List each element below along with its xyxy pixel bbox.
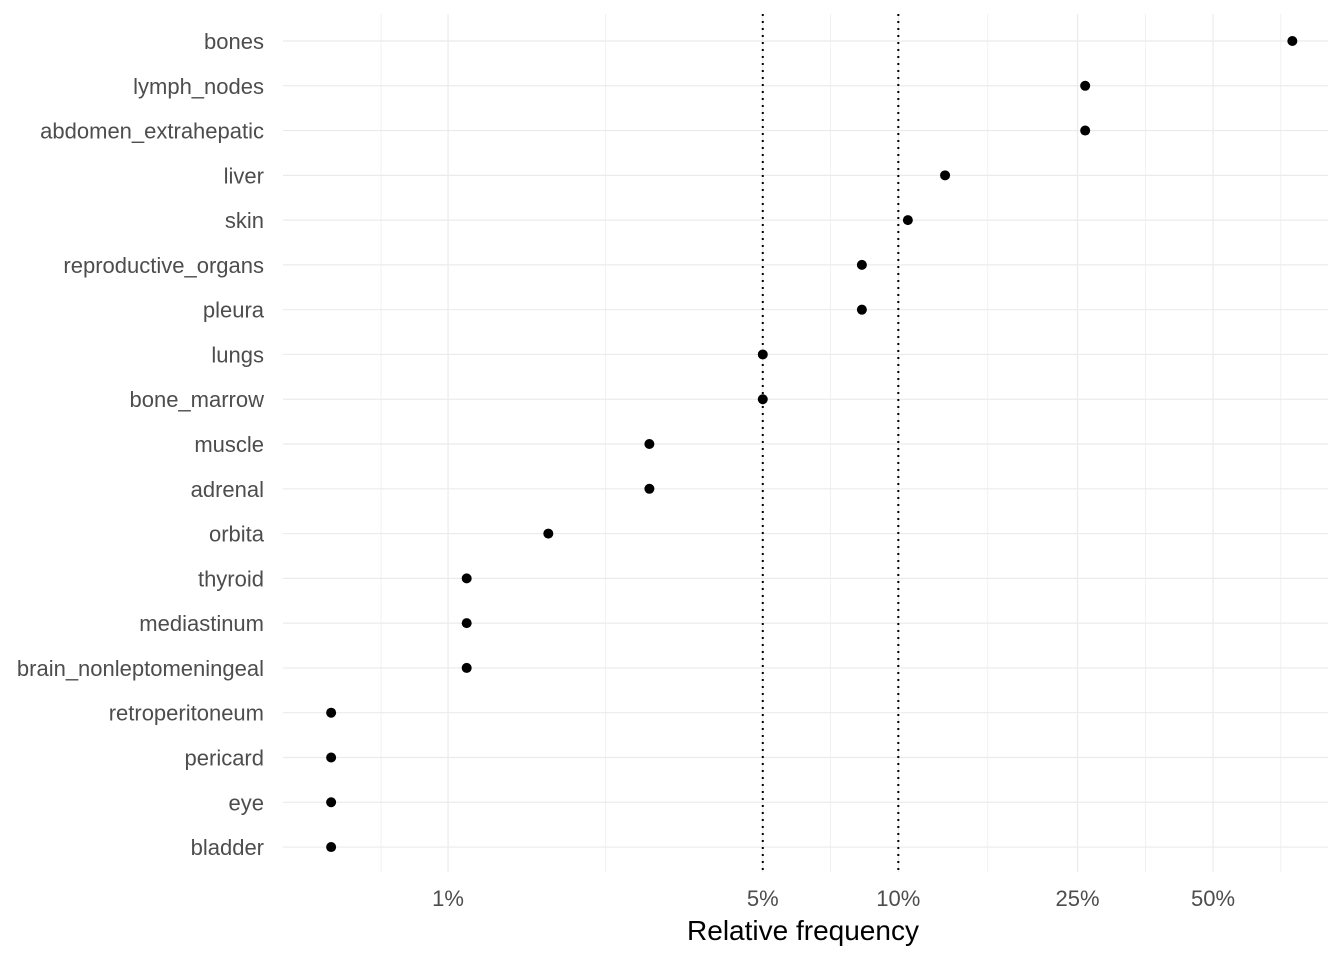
data-point-liver	[940, 170, 951, 181]
x-axis-title: Relative frequency	[687, 915, 919, 946]
y-tick-label: thyroid	[198, 566, 264, 591]
y-tick-label: reproductive_organs	[63, 253, 264, 278]
data-point-pleura	[856, 304, 867, 315]
x-tick-label: 1%	[432, 886, 464, 911]
data-point-abdomen_extrahepatic	[1080, 125, 1091, 136]
data-point-mediastinum	[461, 618, 472, 629]
data-point-skin	[902, 215, 913, 226]
grid-layer	[283, 14, 1328, 872]
y-tick-label: mediastinum	[139, 611, 264, 636]
data-points	[326, 36, 1298, 853]
data-point-orbita	[543, 528, 554, 539]
y-tick-label: eye	[229, 790, 264, 815]
data-point-reproductive_organs	[856, 259, 867, 270]
y-tick-label: abdomen_extrahepatic	[40, 119, 264, 144]
data-point-thyroid	[461, 573, 472, 584]
y-tick-label: lymph_nodes	[133, 74, 264, 99]
x-tick-label: 50%	[1191, 886, 1235, 911]
y-tick-label: bone_marrow	[129, 387, 264, 412]
y-tick-label: pericard	[185, 745, 264, 770]
x-tick-label: 10%	[876, 886, 920, 911]
data-point-brain_nonleptomeningeal	[461, 662, 472, 673]
y-tick-label: brain_nonleptomeningeal	[17, 656, 264, 681]
reference-lines	[761, 14, 900, 872]
data-point-adrenal	[644, 483, 655, 494]
data-point-muscle	[644, 439, 655, 450]
data-point-pericard	[326, 752, 337, 763]
y-tick-label: muscle	[194, 432, 264, 457]
x-axis-tick-labels: 1% 5% 10% 25% 50%	[432, 886, 1235, 911]
y-tick-label: bladder	[191, 835, 264, 860]
y-tick-label: adrenal	[191, 477, 264, 502]
y-tick-label: lungs	[211, 342, 264, 367]
data-point-retroperitoneum	[326, 707, 337, 718]
y-tick-label: bones	[204, 29, 264, 54]
data-point-eye	[326, 797, 337, 808]
y-tick-label: orbita	[209, 522, 265, 547]
data-point-lungs	[757, 349, 768, 360]
x-tick-label: 25%	[1055, 886, 1099, 911]
x-tick-label: 5%	[747, 886, 779, 911]
data-point-bladder	[326, 842, 337, 853]
y-tick-label: pleura	[203, 298, 265, 323]
y-tick-label: skin	[225, 208, 264, 233]
y-tick-label: liver	[224, 163, 264, 188]
y-tick-label: retroperitoneum	[109, 701, 264, 726]
data-point-bone_marrow	[757, 394, 768, 405]
data-point-lymph_nodes	[1080, 80, 1091, 91]
data-point-bones	[1287, 36, 1298, 46]
y-axis-labels: bones lymph_nodes abdomen_extrahepaticlive…	[17, 29, 265, 860]
